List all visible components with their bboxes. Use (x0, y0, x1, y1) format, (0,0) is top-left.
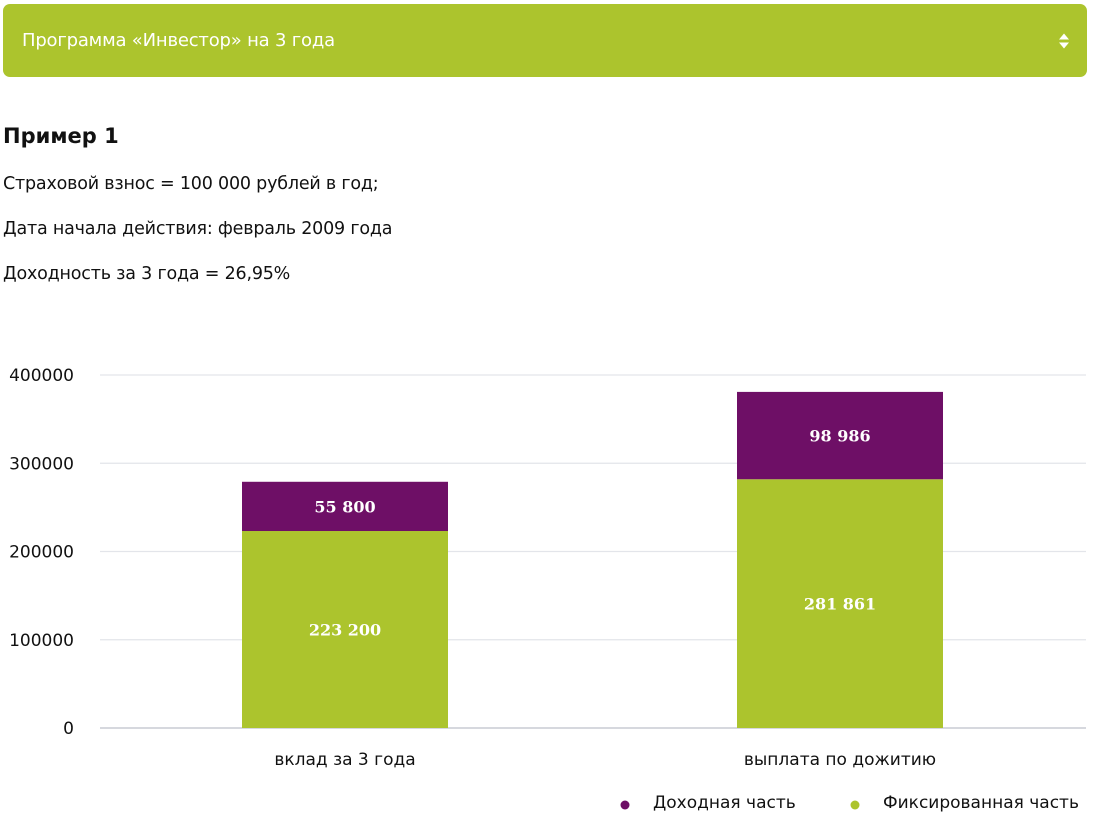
sort-arrows-icon (1059, 33, 1069, 48)
arrow-up-icon (1059, 33, 1069, 39)
bar-segment-fixed (737, 479, 943, 728)
data-label: 98 986 (809, 427, 870, 446)
data-label: 223 200 (309, 621, 381, 640)
legend-marker (850, 800, 860, 810)
stacked-bar-chart: 0 100000 200000 300000 400000 223 200 55 800 вк… (9, 366, 1086, 813)
data-label: 55 800 (314, 497, 375, 516)
legend-marker (620, 800, 630, 810)
bar-segment-income (242, 481, 448, 532)
y-tick-label: 400000 (9, 366, 74, 386)
y-tick-label: 100000 (9, 631, 74, 651)
y-tick-label: 300000 (9, 454, 74, 474)
info-line-premium: Страховой взнос = 100 000 рублей в год; (3, 174, 379, 194)
legend-label: Доходная часть (653, 793, 796, 813)
bar-segment-income (737, 391, 943, 480)
program-select-label: Программа «Инвестор» на 3 года (22, 30, 335, 51)
program-select[interactable]: Программа «Инвестор» на 3 года (3, 4, 1087, 77)
bar-segment-fixed (242, 531, 448, 728)
y-tick-label: 0 (63, 719, 74, 739)
data-label: 281 861 (804, 595, 876, 614)
example-title: Пример 1 (3, 124, 119, 148)
y-tick-label: 200000 (9, 543, 74, 563)
arrow-down-icon (1059, 42, 1069, 48)
category-label: вклад за 3 года (274, 750, 415, 770)
info-line-start-date: Дата начала действия: февраль 2009 года (3, 219, 393, 239)
info-line-yield: Доходность за 3 года = 26,95% (3, 264, 291, 284)
category-label: выплата по дожитию (744, 750, 936, 770)
legend-label: Фиксированная часть (883, 793, 1079, 813)
